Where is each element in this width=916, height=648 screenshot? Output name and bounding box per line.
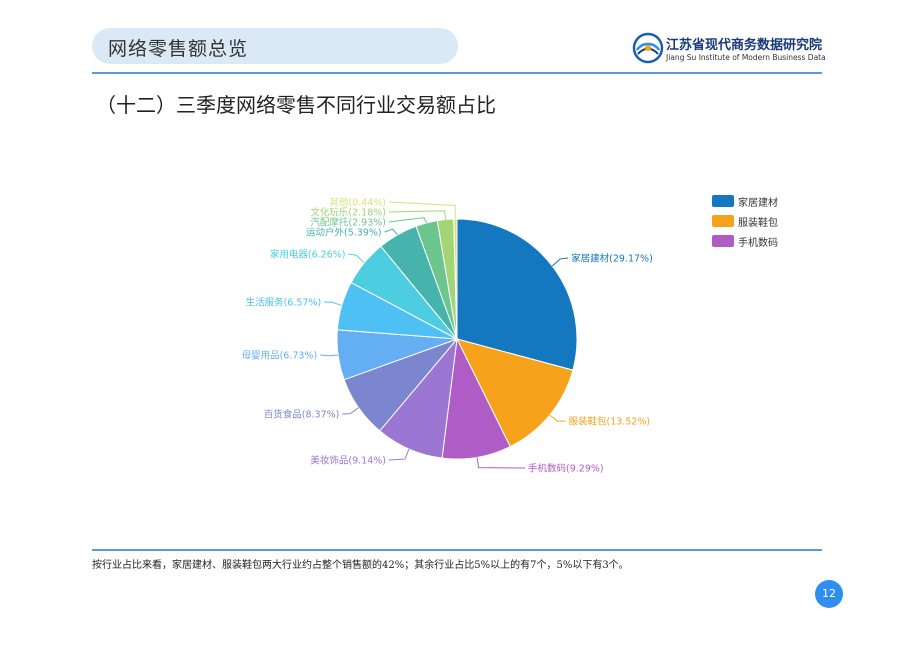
leader-line bbox=[551, 257, 569, 267]
legend-swatch bbox=[712, 235, 734, 247]
legend-item: 服装鞋包 bbox=[712, 212, 778, 230]
leader-line bbox=[342, 407, 359, 415]
slice-label: 服装鞋包(13.52%) bbox=[569, 416, 651, 428]
slice-label: 家居建材(29.17%) bbox=[571, 253, 653, 265]
slice-label: 汽配摩托(2.93%) bbox=[310, 217, 386, 229]
pie-slice bbox=[453, 218, 458, 340]
legend-label: 家居建材 bbox=[738, 197, 778, 209]
slice-label: 运动户外(5.39%) bbox=[306, 227, 382, 239]
legend-label: 服装鞋包 bbox=[738, 217, 778, 229]
slice-label: 母婴用品(6.73%) bbox=[242, 351, 318, 362]
legend-swatch bbox=[712, 215, 734, 227]
footer-note: 按行业占比来看，家居建材、服装鞋包两大行业约占整个销售额的42%；其余行业占比5… bbox=[92, 560, 629, 571]
slice-label: 美妆饰品(9.14%) bbox=[310, 455, 386, 467]
legend-item: 家居建材 bbox=[712, 192, 778, 210]
slice-label: 其他(0.44%) bbox=[329, 197, 386, 209]
slice-label: 文化玩乐(2.18%) bbox=[310, 207, 386, 219]
leader-line bbox=[384, 228, 398, 236]
legend-swatch bbox=[712, 195, 734, 207]
slice-label: 家用电器(6.26%) bbox=[270, 249, 346, 261]
slice-label: 生活服务(6.57%) bbox=[246, 297, 322, 309]
slice-label: 百货食品(8.37%) bbox=[264, 409, 340, 421]
leader-line bbox=[348, 253, 365, 264]
chart-legend: 家居建材 服装鞋包 手机数码 bbox=[712, 192, 778, 252]
leader-line bbox=[388, 448, 410, 461]
page-header-title: 网络零售额总览 bbox=[108, 38, 249, 60]
slice-label: 手机数码(9.29%) bbox=[528, 463, 604, 475]
pie-slice bbox=[456, 218, 578, 371]
header-bar bbox=[92, 28, 458, 64]
leader-line bbox=[324, 301, 342, 306]
leader-line bbox=[388, 201, 456, 220]
leader-line bbox=[320, 354, 339, 357]
page-number-badge: 12 bbox=[815, 580, 843, 608]
institute-logo: 江苏省现代商务数据研究院 Jiang Su Institute of Moder… bbox=[632, 32, 832, 66]
leader-line bbox=[476, 457, 526, 469]
footer-divider bbox=[92, 549, 822, 551]
globe-logo-icon bbox=[632, 32, 664, 64]
leader-line bbox=[388, 217, 427, 224]
logo-name-en: Jiang Su Institute of Modern Business Da… bbox=[666, 53, 826, 62]
section-title: （十二）三季度网络零售不同行业交易额占比 bbox=[96, 93, 496, 117]
header-divider bbox=[92, 72, 822, 74]
legend-item: 手机数码 bbox=[712, 232, 778, 250]
logo-name-cn: 江苏省现代商务数据研究院 bbox=[666, 38, 823, 53]
leader-line bbox=[549, 414, 566, 422]
legend-label: 手机数码 bbox=[738, 237, 778, 249]
leader-line bbox=[388, 210, 446, 220]
